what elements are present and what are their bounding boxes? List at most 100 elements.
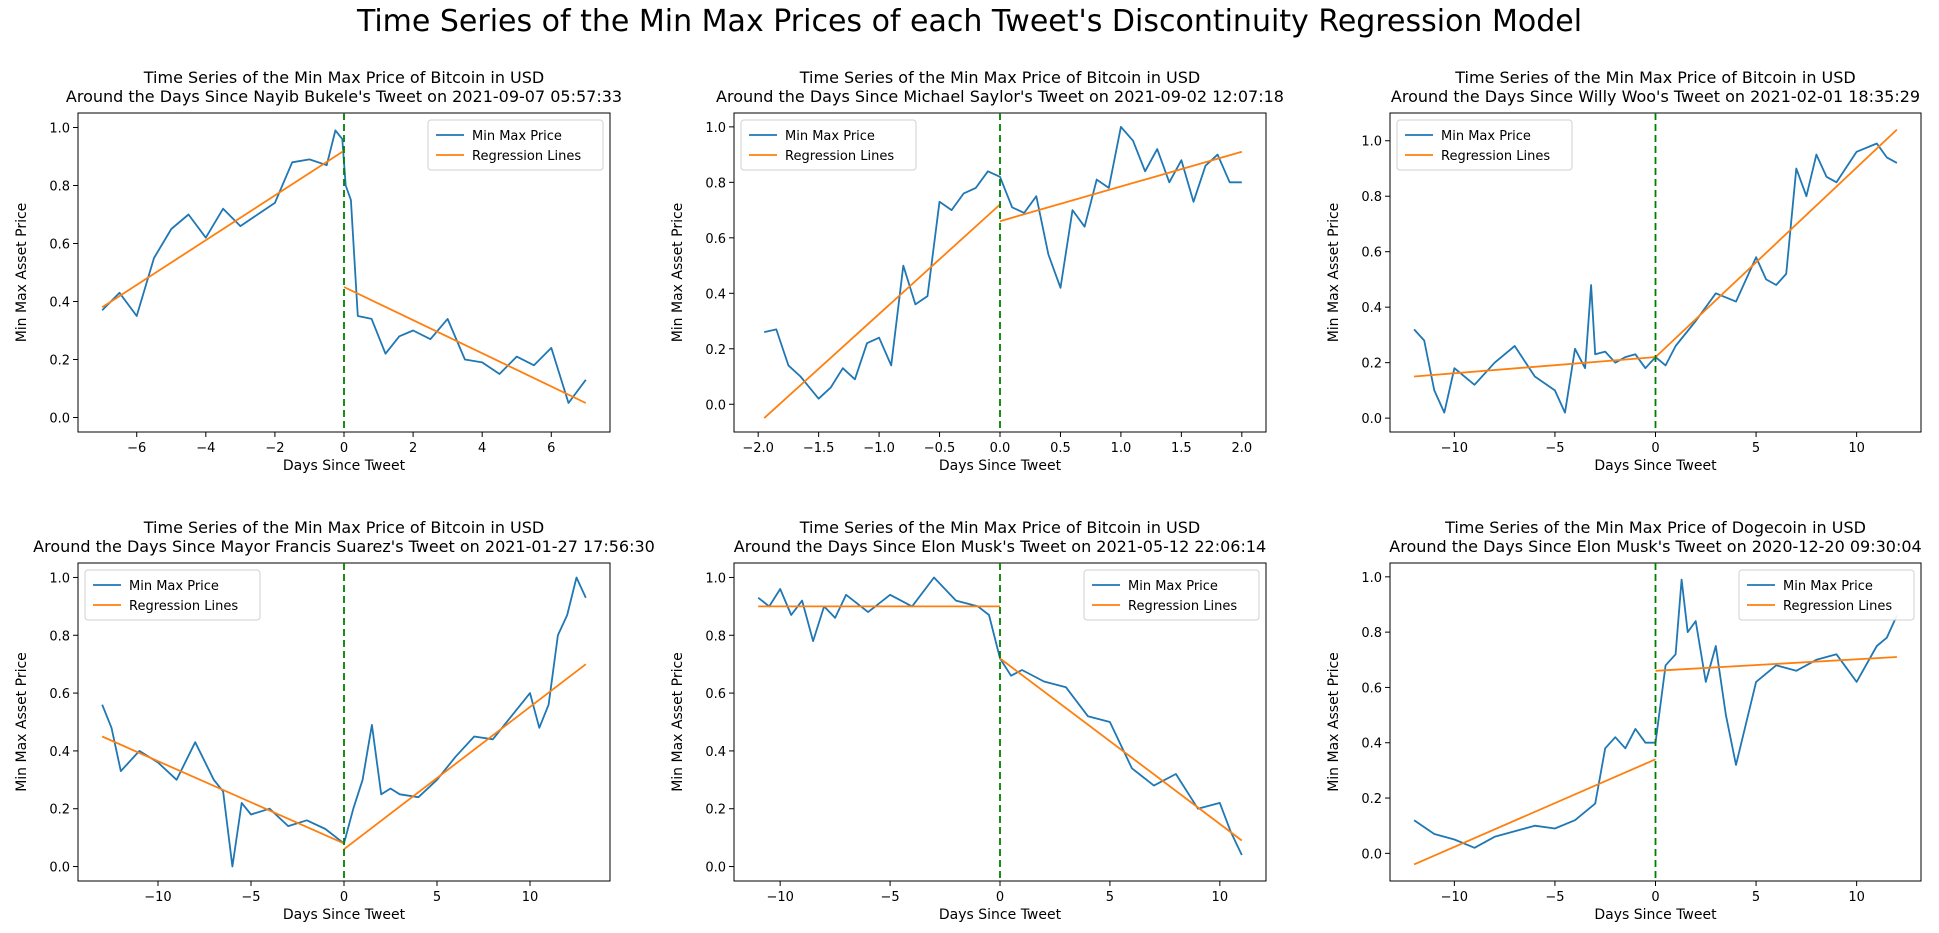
subplot-3: Time Series of the Min Max Price of Bitc… xyxy=(1326,68,1922,474)
x-tick-label: 2 xyxy=(409,441,417,456)
y-tick-label: 0.2 xyxy=(705,343,726,358)
regression-line xyxy=(343,286,587,404)
y-tick-label: 0.2 xyxy=(1361,792,1382,807)
x-axis-label: Days Since Tweet xyxy=(1594,907,1717,923)
subplot-title-line: Around the Days Since Elon Musk's Tweet … xyxy=(734,537,1266,556)
regression-line xyxy=(1655,656,1897,672)
x-tick-label: −2.0 xyxy=(742,441,774,456)
subplot-5: Time Series of the Min Max Price of Bitc… xyxy=(670,518,1267,923)
subplot-title-line: Around the Days Since Willy Woo's Tweet … xyxy=(1391,87,1920,106)
subplot-title-line: Around the Days Since Mayor Francis Suar… xyxy=(33,537,655,556)
x-tick-label: 5 xyxy=(1752,890,1760,905)
legend-label: Regression Lines xyxy=(129,599,238,614)
min-max-price-line xyxy=(757,576,1243,856)
legend-box xyxy=(84,569,261,621)
y-tick-label: 0.2 xyxy=(49,354,70,369)
y-axis-label: Min Max Asset Price xyxy=(1326,652,1342,792)
x-tick-label: −1.0 xyxy=(863,441,895,456)
x-tick-label: 0 xyxy=(1651,441,1659,456)
y-tick-label: 0.8 xyxy=(49,180,70,195)
plot-area xyxy=(757,563,1243,881)
y-tick-label: 0.8 xyxy=(1361,190,1382,205)
y-tick-label: 0.8 xyxy=(705,176,726,191)
subplot-title-line: Around the Days Since Elon Musk's Tweet … xyxy=(1389,537,1921,556)
subplot-2: Time Series of the Min Max Price of Bitc… xyxy=(670,68,1284,474)
subplot-title-line: Time Series of the Min Max Price of Bitc… xyxy=(143,68,544,87)
x-tick-label: 6 xyxy=(547,441,555,456)
y-tick-label: 0.6 xyxy=(49,238,70,253)
x-tick-label: 5 xyxy=(1106,890,1114,905)
y-axis-label: Min Max Asset Price xyxy=(1326,203,1342,343)
x-tick-label: −4 xyxy=(196,441,215,456)
legend-label: Min Max Price xyxy=(129,579,219,594)
legend-label: Min Max Price xyxy=(785,129,875,144)
x-tick-label: 0 xyxy=(340,890,348,905)
y-tick-label: 0.4 xyxy=(49,296,70,311)
x-tick-label: 1.0 xyxy=(1111,441,1132,456)
x-tick-label: −1.5 xyxy=(803,441,835,456)
x-tick-label: 10 xyxy=(1212,890,1229,905)
y-tick-label: 0.4 xyxy=(705,745,726,760)
y-tick-label: 1.0 xyxy=(1361,135,1382,150)
x-tick-label: 5 xyxy=(1752,441,1760,456)
legend-label: Regression Lines xyxy=(472,149,581,164)
plot-area xyxy=(101,113,587,432)
y-tick-label: 0.4 xyxy=(49,745,70,760)
y-tick-label: 0.0 xyxy=(705,398,726,413)
x-tick-label: 5 xyxy=(433,890,441,905)
x-tick-label: −6 xyxy=(127,441,146,456)
legend: Min Max Price Regression Lines xyxy=(740,119,917,171)
subplot-title-line: Time Series of the Min Max Price of Bitc… xyxy=(799,518,1200,537)
y-tick-label: 0.0 xyxy=(1361,412,1382,427)
legend-label: Regression Lines xyxy=(1783,599,1892,614)
y-tick-label: 0.6 xyxy=(49,687,70,702)
legend-box xyxy=(1738,569,1915,621)
y-tick-label: 0.0 xyxy=(1361,847,1382,862)
x-tick-label: −5 xyxy=(241,890,260,905)
x-axis-label: Days Since Tweet xyxy=(283,458,406,474)
x-tick-label: 0 xyxy=(1651,890,1659,905)
y-tick-label: 0.8 xyxy=(705,629,726,644)
x-tick-label: 0.5 xyxy=(1050,441,1071,456)
subplot-title-line: Time Series of the Min Max Price of Bitc… xyxy=(1454,68,1855,87)
x-tick-label: 10 xyxy=(1848,441,1865,456)
y-tick-label: 1.0 xyxy=(1361,571,1382,586)
regression-line xyxy=(999,657,1243,842)
regression-line xyxy=(1654,128,1898,358)
y-tick-label: 0.8 xyxy=(49,629,70,644)
plot-area xyxy=(1413,113,1898,432)
y-tick-label: 0.2 xyxy=(705,803,726,818)
min-max-price-line xyxy=(1413,142,1898,414)
legend-label: Min Max Price xyxy=(1128,579,1218,594)
legend-label: Min Max Price xyxy=(1783,579,1873,594)
subplot-title-line: Time Series of the Min Max Price of Bitc… xyxy=(799,68,1200,87)
x-tick-label: −10 xyxy=(1441,441,1468,456)
subplot-title-line: Time Series of the Min Max Price of Bitc… xyxy=(143,518,544,537)
x-tick-label: 0 xyxy=(996,890,1004,905)
y-tick-label: 0.0 xyxy=(49,861,70,876)
x-tick-label: −10 xyxy=(144,890,171,905)
x-axis-label: Days Since Tweet xyxy=(939,907,1062,923)
x-tick-label: −5 xyxy=(880,890,899,905)
y-tick-label: 1.0 xyxy=(705,121,726,136)
min-max-price-line xyxy=(1413,578,1898,849)
subplot-title-line: Around the Days Since Michael Saylor's T… xyxy=(716,87,1284,106)
legend-label: Regression Lines xyxy=(1441,149,1550,164)
plot-area xyxy=(101,563,587,881)
min-max-price-line xyxy=(101,576,587,868)
x-tick-label: 10 xyxy=(1848,890,1865,905)
y-tick-label: 0.6 xyxy=(1361,681,1382,696)
x-tick-label: 0 xyxy=(340,441,348,456)
y-tick-label: 0.6 xyxy=(705,232,726,247)
y-tick-label: 0.6 xyxy=(1361,246,1382,261)
legend-box xyxy=(427,119,604,171)
regression-line xyxy=(1414,356,1656,378)
regression-line xyxy=(343,663,587,850)
y-axis-label: Min Max Asset Price xyxy=(14,203,30,343)
legend-box xyxy=(1083,569,1260,621)
y-tick-label: 0.4 xyxy=(1361,301,1382,316)
regression-line xyxy=(101,149,345,309)
subplot-title-line: Time Series of the Min Max Price of Doge… xyxy=(1444,518,1866,537)
x-tick-label: −5 xyxy=(1545,890,1564,905)
